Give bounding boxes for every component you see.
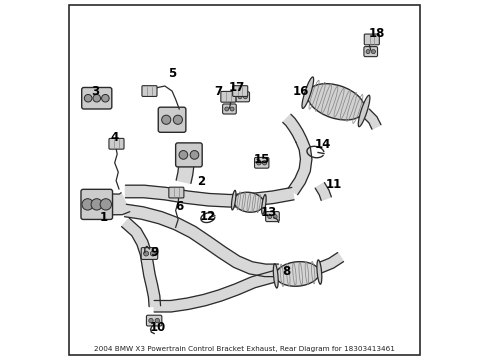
FancyBboxPatch shape [81,87,112,109]
Circle shape [102,94,109,102]
Text: 16: 16 [292,85,309,98]
Circle shape [273,215,277,219]
FancyBboxPatch shape [142,86,157,96]
Text: 18: 18 [367,27,384,40]
FancyBboxPatch shape [141,248,158,260]
Circle shape [262,161,266,165]
Ellipse shape [307,84,364,120]
Polygon shape [110,193,129,215]
Text: 15: 15 [253,153,269,166]
Circle shape [238,95,242,99]
FancyBboxPatch shape [254,157,268,168]
Text: 7: 7 [214,85,223,98]
FancyBboxPatch shape [168,187,183,198]
Circle shape [155,318,159,323]
Text: 13: 13 [260,207,276,220]
FancyBboxPatch shape [146,315,162,326]
Text: 4: 4 [110,131,119,144]
Polygon shape [122,218,160,307]
Ellipse shape [358,95,369,127]
Text: 5: 5 [167,67,176,80]
Polygon shape [124,204,278,276]
Text: 14: 14 [314,138,330,151]
FancyBboxPatch shape [109,138,124,149]
Circle shape [82,199,93,210]
Circle shape [230,107,234,111]
FancyBboxPatch shape [364,34,379,45]
Ellipse shape [233,192,264,212]
Circle shape [256,161,261,165]
Ellipse shape [316,260,321,284]
FancyBboxPatch shape [222,104,236,114]
Polygon shape [362,109,380,129]
Circle shape [91,199,102,210]
Text: 11: 11 [325,178,341,191]
Text: 2: 2 [196,175,204,188]
Circle shape [243,95,247,99]
Text: 12: 12 [200,210,216,223]
Circle shape [179,150,187,159]
Circle shape [150,251,155,256]
Polygon shape [282,114,305,143]
Polygon shape [317,253,343,273]
Polygon shape [287,138,311,195]
Circle shape [100,199,111,210]
FancyBboxPatch shape [363,46,377,57]
Circle shape [366,50,369,54]
Text: 8: 8 [282,265,290,278]
Text: 1: 1 [100,211,108,224]
Text: 2004 BMW X3 Powertrain Control Bracket Exhaust, Rear Diagram for 18303413461: 2004 BMW X3 Powertrain Control Bracket E… [94,346,394,352]
Circle shape [143,251,148,256]
FancyBboxPatch shape [221,91,235,102]
Ellipse shape [261,195,265,214]
Polygon shape [315,183,331,201]
FancyBboxPatch shape [175,143,202,167]
FancyBboxPatch shape [81,189,112,220]
Polygon shape [154,269,284,312]
Circle shape [371,50,375,54]
FancyBboxPatch shape [158,107,185,132]
Text: 9: 9 [150,246,158,259]
Circle shape [84,94,92,102]
Circle shape [93,94,101,102]
Polygon shape [125,185,293,207]
Circle shape [148,318,153,323]
Ellipse shape [273,264,278,288]
Circle shape [190,150,199,159]
Ellipse shape [231,190,235,210]
Circle shape [267,215,271,219]
FancyBboxPatch shape [232,86,247,96]
Circle shape [162,115,170,124]
Text: 3: 3 [91,85,99,98]
Text: 10: 10 [149,321,165,334]
FancyBboxPatch shape [265,212,279,222]
Text: 6: 6 [175,201,183,213]
Ellipse shape [302,77,313,108]
Text: 17: 17 [228,81,244,94]
FancyBboxPatch shape [235,92,249,102]
Ellipse shape [275,262,319,286]
Circle shape [224,107,228,111]
Polygon shape [176,164,193,183]
Circle shape [173,115,182,124]
